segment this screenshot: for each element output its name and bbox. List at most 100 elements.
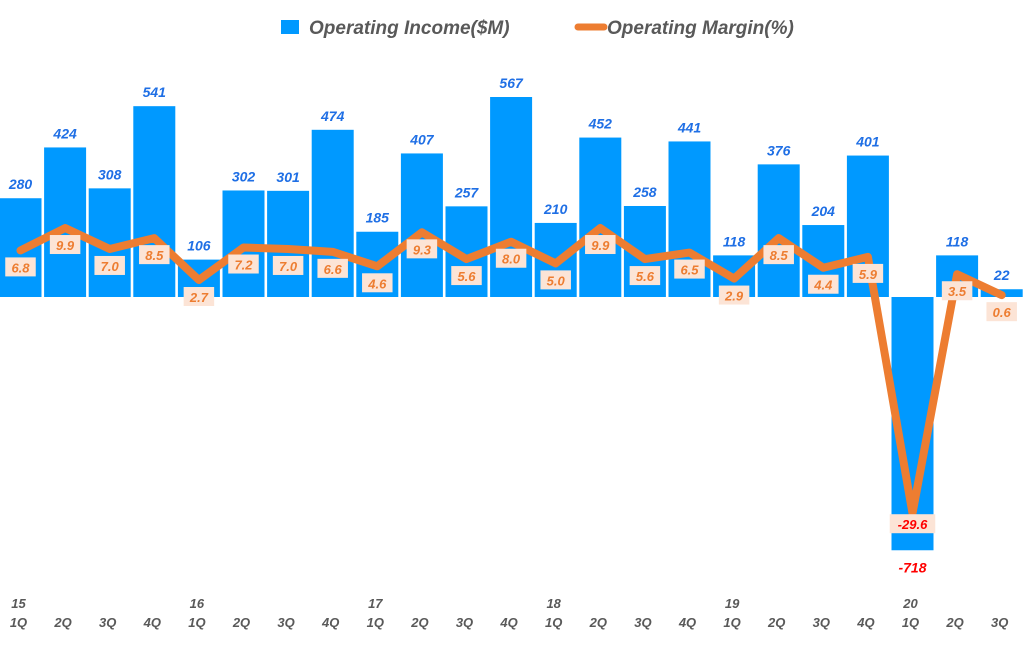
legend-label-operating-margin: Operating Margin(%) [607,18,794,39]
margin-label-box [317,258,348,278]
x-year-label: 18 [546,596,561,611]
bar-value-label: 376 [767,142,791,158]
margin-value-label: 2.7 [189,290,209,305]
margin-value-label: 9.9 [56,238,75,253]
x-quarter-label: 3Q [277,615,294,630]
margin-value-label: 6.6 [324,262,343,277]
x-quarter-label: 4Q [499,615,517,630]
x-quarter-label: 2Q [589,615,607,630]
bar [579,137,622,297]
x-quarter-label: 3Q [991,615,1008,630]
bar-value-label: 401 [855,134,880,150]
margin-value-label: 0.6 [993,305,1012,320]
margin-label-box [49,235,81,255]
margin-value-label: 9.9 [591,238,610,253]
x-year-label: 15 [11,596,26,611]
bar-value-label: 258 [632,184,657,200]
x-quarter-label: 2Q [232,615,250,630]
margin-label-box [986,302,1017,322]
margin-label-box [808,274,839,294]
margin-value-label: 5.6 [457,269,476,284]
bar [400,153,443,297]
margin-label-box [889,514,936,534]
x-year-label: 16 [190,596,205,611]
x-quarter-label: 4Q [856,615,874,630]
x-quarter-label: 3Q [813,615,830,630]
x-quarter-label: 4Q [678,615,696,630]
bar [757,164,800,297]
bar-value-label: 280 [8,176,33,192]
bar-value-label: 106 [187,238,211,254]
margin-value-label: 6.5 [680,263,699,278]
bar [133,106,176,297]
x-year-label: 17 [368,596,383,611]
margin-label-box [228,254,259,274]
bar-value-label: 407 [409,131,435,147]
bar-value-label: 441 [677,119,702,135]
margin-value-label: 9.3 [413,242,432,257]
bar-value-label: 474 [320,108,345,124]
margin-value-label: 8.5 [145,248,164,263]
x-quarter-label: 1Q [188,615,205,630]
x-quarter-label: 2Q [53,615,71,630]
margin-value-label: 5.9 [859,267,878,282]
x-quarter-label: 1Q [10,615,27,630]
margin-label-box [183,287,215,307]
bar-value-label: 541 [143,84,167,100]
x-quarter-label: 2Q [767,615,785,630]
margin-label-box [540,270,571,290]
margin-value-label: 7.0 [279,259,298,274]
bar-value-label: 452 [588,116,613,132]
x-quarter-label: 1Q [545,615,562,630]
x-quarter-label: 2Q [410,615,428,630]
bar-value-label: 185 [366,210,390,226]
x-quarter-label: 3Q [634,615,651,630]
data-labels: 280 424 308 541 106 302 301 474 185 407 257 567 210 4… [5,75,1017,575]
x-quarter-label: 4Q [321,615,339,630]
margin-label-box [495,248,527,268]
x-year-label: 19 [725,596,740,611]
x-quarter-label: 4Q [143,615,161,630]
margin-value-label: 4.6 [367,276,387,291]
bar-value-label: 302 [232,168,256,184]
margin-value-label: 4.4 [813,278,833,293]
margin-label-box [5,257,36,277]
margin-value-label: 8.0 [502,252,521,267]
x-quarter-label: 1Q [902,615,919,630]
margin-label-box [362,273,393,293]
margin-label-box [852,263,884,283]
margin-label-box [94,255,125,275]
bar-value-label: 308 [98,166,122,182]
margin-label-box [139,245,170,265]
bar [44,147,87,297]
margin-line [16,224,1006,518]
x-quarter-label: 2Q [945,615,963,630]
bar-value-label: 210 [543,201,568,217]
x-quarter-label: 1Q [723,615,740,630]
margin-label-box [629,266,661,286]
bars [0,97,1023,551]
legend-label-operating-income: Operating Income($M) [309,18,510,39]
margin-label-box [406,239,438,259]
margin-value-label: 8.5 [770,248,789,263]
x-year-label: 20 [902,596,918,611]
margin-value-label: 3.5 [948,284,967,299]
bar-value-label: -718 [898,559,926,575]
margin-value-label: 7.2 [234,258,253,273]
margin-value-label: 6.8 [11,260,30,275]
margin-label-box [585,235,616,255]
margin-label-box [272,255,304,275]
margin-value-label: 5.6 [636,269,655,284]
x-quarter-label: 1Q [367,615,384,630]
bar-value-label: 424 [52,125,77,141]
margin-label-box [674,259,705,279]
bar [267,190,310,297]
x-quarter-label: 3Q [99,615,116,630]
margin-value-label: -29.6 [898,517,928,532]
margin-label-box [718,285,750,305]
bar-value-label: 257 [454,184,480,200]
margin-value-label: 5.0 [547,273,566,288]
legend: Operating Income($M) Operating Margin(%) [281,18,794,39]
bar-value-label: 22 [993,267,1010,283]
